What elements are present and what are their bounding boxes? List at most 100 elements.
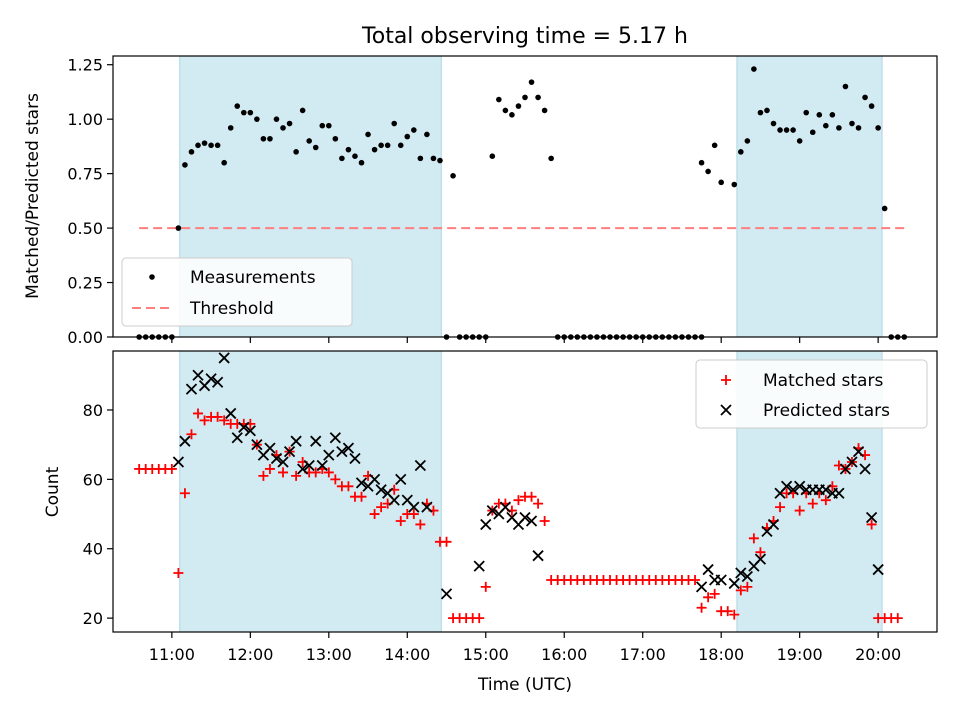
legend-label-matched: Matched stars xyxy=(763,371,883,391)
measurement-point xyxy=(855,125,862,131)
predicted-star-marker xyxy=(820,484,832,496)
matched-star-marker xyxy=(892,613,903,624)
measurement-point xyxy=(384,142,391,149)
measurement-point xyxy=(188,149,195,155)
measurement-point xyxy=(247,109,254,116)
measurement-point xyxy=(548,155,554,162)
predicted-star-marker xyxy=(767,518,780,531)
measurement-point xyxy=(842,83,849,90)
matched-star-marker xyxy=(291,470,302,481)
measurement-point xyxy=(783,127,790,133)
x-tick-label: 12:00 xyxy=(227,645,273,664)
matched-star-marker xyxy=(264,463,275,474)
measurement-point xyxy=(201,140,208,146)
predicted-star-marker xyxy=(349,452,361,465)
measurement-point xyxy=(345,146,352,153)
matched-star-marker xyxy=(690,574,701,585)
top-axes: 0.00 0.25 0.50 0.75 1.00 1.25 xyxy=(67,55,938,347)
matched-star-marker xyxy=(696,602,707,613)
x-tick-label: 17:00 xyxy=(620,645,666,664)
measurement-point xyxy=(299,107,306,114)
matched-star-marker xyxy=(356,491,367,502)
measurement-point xyxy=(796,138,803,144)
measurement-point xyxy=(757,109,764,116)
predicted-star-marker xyxy=(192,369,204,381)
matched-star-marker xyxy=(330,474,341,485)
predicted-star-marker xyxy=(264,442,276,454)
predicted-star-marker xyxy=(368,473,381,485)
predicted-star-marker xyxy=(833,487,845,499)
predicted-star-marker xyxy=(852,445,865,458)
matched-star-marker xyxy=(474,613,485,624)
matched-star-marker xyxy=(709,588,720,599)
matched-star-marker xyxy=(526,491,537,502)
legend-label-measurements: Measurements xyxy=(190,268,316,288)
predicted-star-marker xyxy=(787,484,799,496)
measurement-point xyxy=(541,107,548,114)
predicted-star-marker xyxy=(395,473,407,485)
matched-star-marker xyxy=(742,581,753,592)
measurement-point xyxy=(698,159,705,166)
matched-star-marker xyxy=(166,463,177,474)
chart-title: Total observing time = 5.17 h xyxy=(361,24,688,49)
measurement-point xyxy=(371,146,378,153)
predicted-star-marker xyxy=(290,435,302,447)
measurement-point xyxy=(195,142,201,149)
predicted-star-marker xyxy=(323,449,335,461)
measurement-point xyxy=(731,181,738,188)
measurement-point xyxy=(868,103,875,109)
measurement-point xyxy=(803,109,810,116)
predicted-star-marker xyxy=(277,456,289,468)
matched-star-marker xyxy=(278,467,289,478)
measurement-point xyxy=(823,122,829,129)
predicted-star-marker xyxy=(794,480,806,492)
y-tick-label: 1.25 xyxy=(67,56,103,75)
predicted-star-marker xyxy=(310,435,322,447)
measurement-point xyxy=(306,138,312,144)
top-y-axis-label: Matched/Predicted stars xyxy=(23,93,43,299)
y-tick-label: 60 xyxy=(83,470,103,489)
measurement-point xyxy=(332,135,339,142)
matched-star-marker xyxy=(533,498,544,509)
x-tick-label: 13:00 xyxy=(306,645,352,664)
measurement-point xyxy=(738,149,744,155)
predicted-star-marker xyxy=(211,376,224,388)
measurement-point xyxy=(515,103,522,109)
matched-star-marker xyxy=(513,495,524,506)
bottom-axes: 20 40 60 80 11:00 12:00 13:00 14:00 15:00 16:00 17… xyxy=(83,350,938,664)
measurement-point xyxy=(849,120,855,127)
predicted-star-marker xyxy=(728,577,740,590)
predicted-star-marker xyxy=(486,504,498,517)
measurement-point xyxy=(509,112,515,118)
measurement-point xyxy=(260,135,267,142)
matched-star-marker xyxy=(219,415,230,426)
y-tick-label: 20 xyxy=(83,609,103,628)
measurement-point xyxy=(744,138,751,144)
measurement-point xyxy=(875,125,881,131)
predicted-star-marker xyxy=(473,560,485,572)
predicted-star-marker xyxy=(480,518,492,531)
matched-star-marker xyxy=(193,408,204,419)
predicted-star-marker xyxy=(231,432,243,444)
shaded-interval-1 xyxy=(736,55,883,338)
predicted-star-marker xyxy=(414,459,427,472)
predicted-star-marker xyxy=(519,511,531,524)
matched-star-marker xyxy=(258,470,269,481)
matched-star-marker xyxy=(323,467,334,478)
y-tick-label: 40 xyxy=(83,540,103,559)
matched-star-marker xyxy=(820,495,831,506)
predicted-star-marker xyxy=(865,511,878,524)
measurement-point xyxy=(234,103,241,109)
measurement-point xyxy=(816,112,823,118)
matched-star-marker xyxy=(539,515,550,526)
predicted-star-marker xyxy=(342,442,355,454)
measurement-point xyxy=(221,159,227,166)
x-tick-label: 16:00 xyxy=(541,645,587,664)
predicted-star-marker xyxy=(185,383,198,395)
predicted-star-marker xyxy=(754,553,767,565)
measurement-point xyxy=(208,142,214,149)
measurement-point xyxy=(175,225,182,231)
predicted-star-marker xyxy=(702,563,714,576)
measurement-point xyxy=(365,131,371,138)
y-tick-label: 0.50 xyxy=(67,219,103,238)
